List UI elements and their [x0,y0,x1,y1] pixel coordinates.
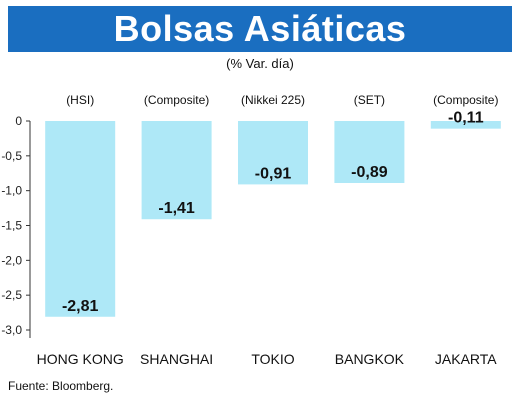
chart-title: Bolsas Asiáticas [113,8,407,49]
data-label: -0,91 [255,165,292,182]
bar [334,121,405,184]
data-label: -0,89 [351,164,388,181]
data-label: -0,11 [448,110,484,127]
y-tick-label: -0,5 [1,149,22,163]
data-label: -1,41 [158,200,195,217]
x-category-label: JAKARTA [435,351,497,367]
chart-subtitle: (% Var. día) [226,56,294,71]
y-tick-label: -1,0 [1,184,22,198]
data-label: -2,81 [62,298,99,315]
x-category-label: TOKIO [251,351,294,367]
bar [141,121,212,220]
source-note: Fuente: Bloomberg. [8,379,114,393]
index-label: (SET) [354,93,385,107]
bar [45,121,116,317]
y-tick-label: -2,0 [1,253,22,267]
y-tick-label: 0 [15,114,22,128]
index-label: (Nikkei 225) [241,93,305,107]
y-tick-label: -2,5 [1,288,22,302]
x-category-label: BANGKOK [335,351,405,367]
index-label: (Composite) [433,93,498,107]
bar [430,121,501,129]
x-category-label: HONG KONG [37,351,124,367]
x-category-label: SHANGHAI [140,351,213,367]
y-tick-label: -1,5 [1,219,22,233]
title-banner: Bolsas Asiáticas [8,6,512,52]
index-label: (Composite) [144,93,209,107]
y-tick-label: -3,0 [1,323,22,337]
bar [238,121,308,185]
index-label: (HSI) [66,93,94,107]
